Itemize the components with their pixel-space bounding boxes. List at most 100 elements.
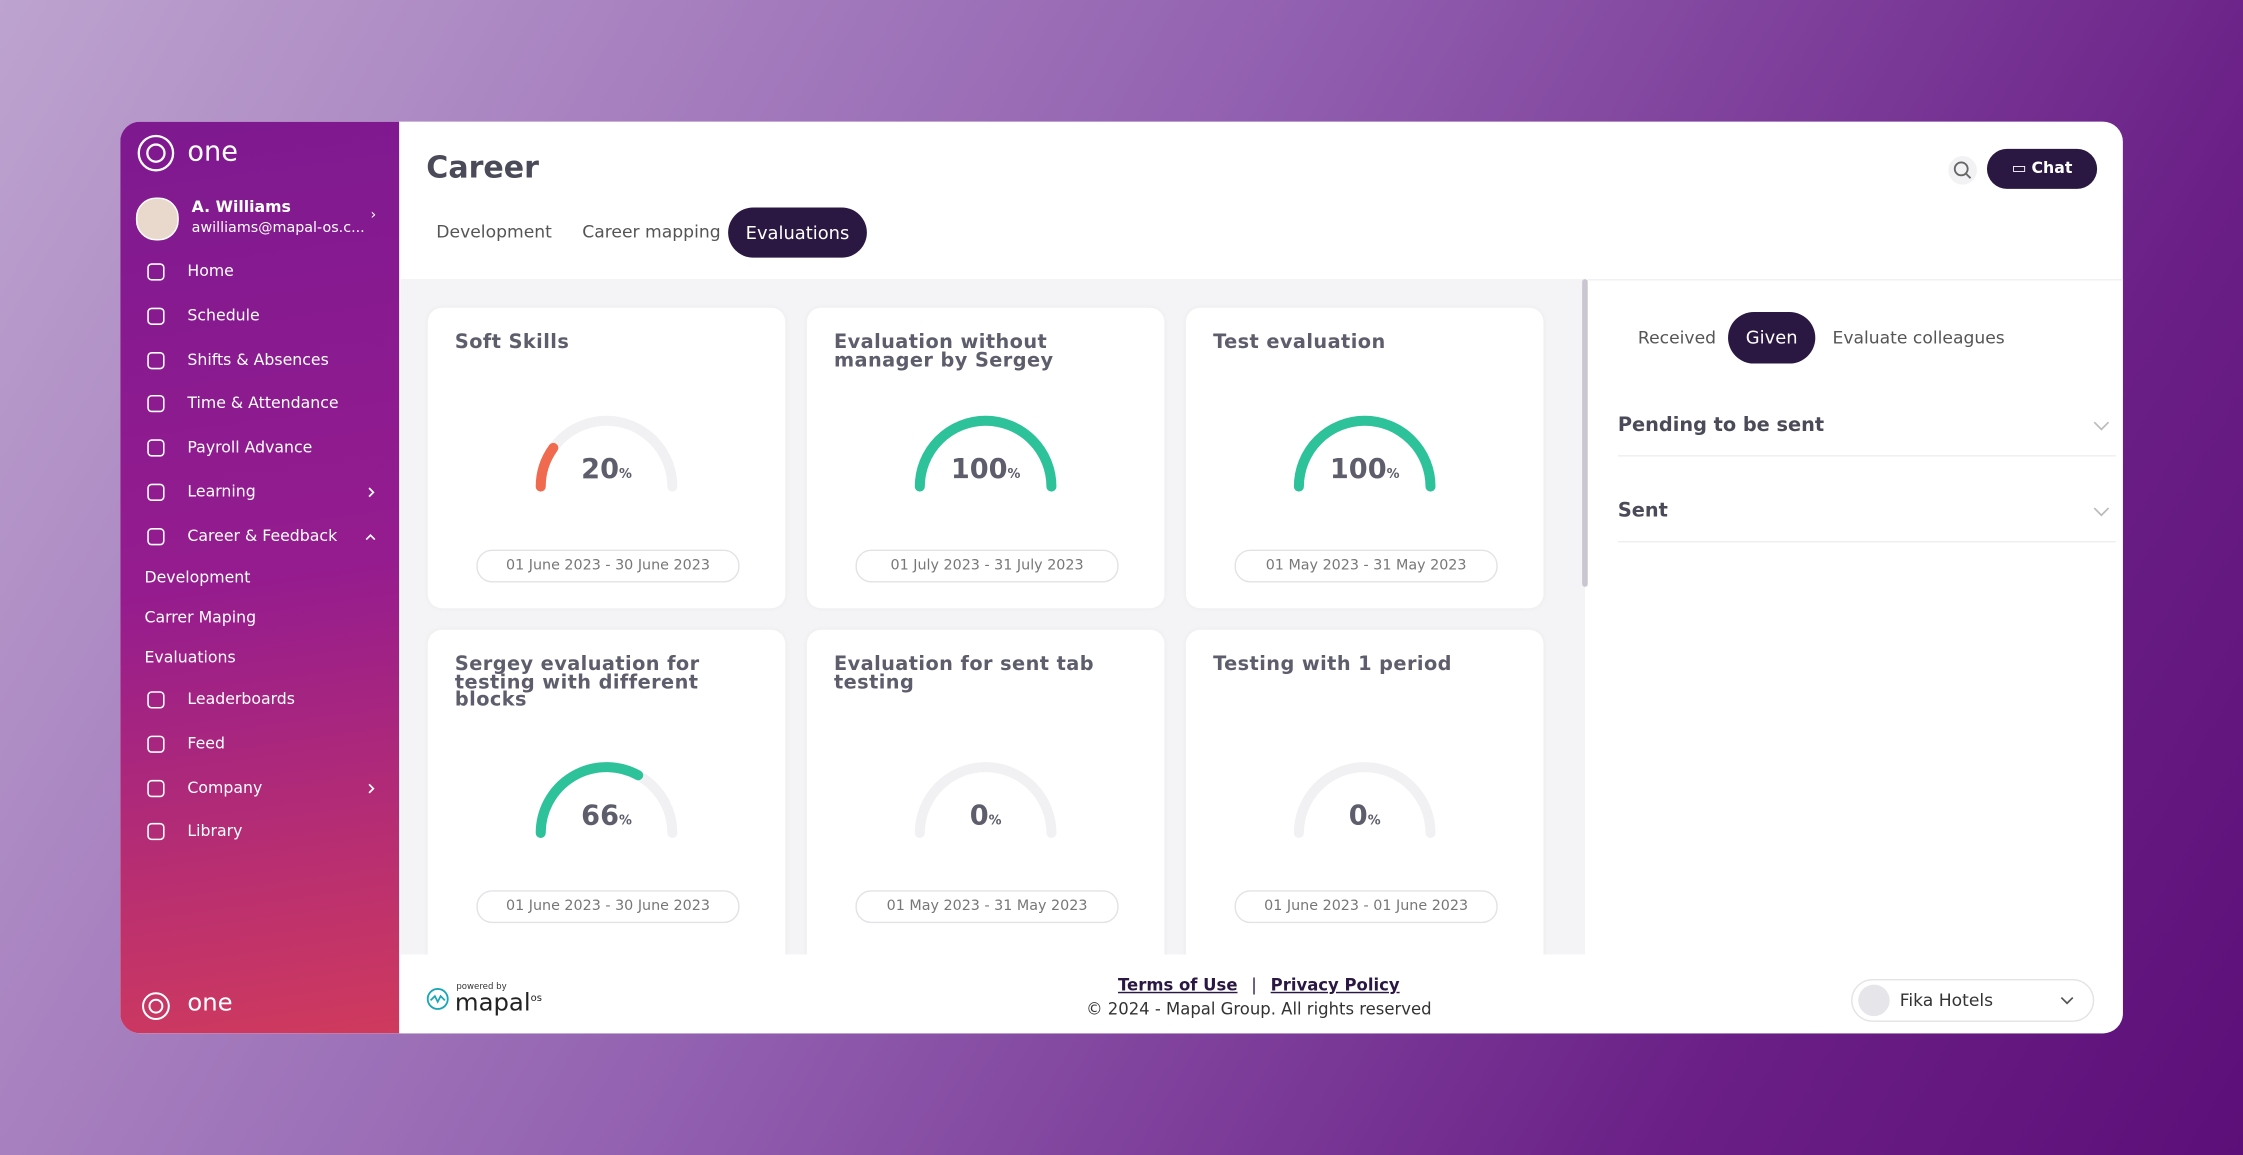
nav-item: Company bbox=[187, 777, 263, 797]
mapal-logo: mapalos bbox=[455, 989, 542, 1018]
tab[interactable]: Evaluations bbox=[728, 207, 867, 258]
chat-button[interactable]: ▭ Chat bbox=[1986, 148, 2098, 189]
chevron-line bbox=[365, 533, 376, 540]
nav-icon-shape bbox=[147, 527, 165, 546]
evaluation-card[interactable]: Testing with 1 period 0% 01 June 2023 - 01… bbox=[1185, 629, 1544, 955]
nav-icon-shape bbox=[147, 263, 165, 281]
gauge-number: 0 bbox=[970, 800, 989, 831]
mapal-os: os bbox=[530, 992, 542, 1004]
evaluation-card[interactable]: Evaluation for sent tab testing 0% 01 May … bbox=[806, 629, 1165, 955]
nav-item: Feed bbox=[187, 733, 225, 753]
gauge: 100% bbox=[1293, 415, 1436, 492]
nav-icon bbox=[147, 823, 165, 841]
gauge-number: 0 bbox=[1349, 800, 1368, 831]
gauge-number: 100 bbox=[1330, 454, 1387, 485]
nav-icon bbox=[147, 779, 165, 797]
gauge-number: 66 bbox=[581, 800, 619, 831]
nav-icon bbox=[147, 527, 165, 546]
chevron bbox=[2093, 421, 2110, 431]
gauge: 66% bbox=[535, 762, 678, 838]
gauge-value: 100% bbox=[1330, 454, 1400, 485]
chevron-line bbox=[2093, 421, 2110, 431]
app-window: one A. Williams awilliams@mapal-os.c... … bbox=[120, 121, 2123, 1034]
period-pill: 01 July 2023 - 31 July 2023 bbox=[855, 549, 1119, 583]
evaluation-card[interactable]: Test evaluation 100% 01 May 2023 - 31 May … bbox=[1185, 307, 1544, 609]
company-selector[interactable]: Fika Hotels bbox=[1851, 978, 2095, 1022]
nav-icon bbox=[147, 351, 165, 369]
separator: | bbox=[1251, 974, 1257, 995]
nav-item: Home bbox=[187, 261, 234, 281]
gauge-unit: % bbox=[1008, 467, 1021, 482]
nav-icon-shape bbox=[147, 691, 165, 709]
chevron bbox=[2093, 507, 2110, 517]
nav-icon bbox=[147, 263, 165, 281]
brand: one bbox=[187, 988, 233, 1018]
mapal: mapal bbox=[454, 988, 531, 1018]
sidebar: one A. Williams awilliams@mapal-os.c... … bbox=[120, 121, 400, 1034]
card-title: Soft Skills bbox=[454, 330, 570, 354]
gauge-unit: % bbox=[619, 467, 632, 482]
nav-icon-shape bbox=[147, 395, 165, 413]
period-pill: 01 June 2023 - 30 June 2023 bbox=[476, 549, 740, 583]
nav-item: Career & Feedback bbox=[187, 526, 338, 545]
nav-icon bbox=[147, 439, 165, 457]
user-name: A. Williams bbox=[191, 197, 291, 217]
gauge-value: 100% bbox=[951, 454, 1021, 485]
tab[interactable]: Development bbox=[436, 221, 552, 242]
card-title: Testing with 1 period bbox=[1213, 652, 1452, 676]
gauge-unit: % bbox=[1368, 813, 1381, 828]
gauge: 20% bbox=[535, 415, 678, 492]
card-title: Evaluation for sent tab testing bbox=[833, 652, 1094, 694]
terms-link[interactable]: Terms of Use bbox=[1118, 974, 1238, 995]
gauge-track bbox=[1293, 762, 1436, 838]
privacy-link[interactable]: Privacy Policy bbox=[1270, 974, 1400, 995]
section-header[interactable]: Pending to be sent bbox=[1617, 413, 1825, 437]
divider bbox=[1617, 540, 2116, 543]
gauge-unit: % bbox=[989, 813, 1002, 828]
evaluation-card[interactable]: Evaluation without manager by Sergey 100%… bbox=[806, 307, 1165, 609]
gauge-number: 100 bbox=[951, 454, 1008, 485]
nav-icon bbox=[147, 735, 165, 753]
nav-icon-shape bbox=[147, 351, 165, 369]
search-button[interactable] bbox=[1947, 155, 1978, 186]
chevron bbox=[365, 533, 376, 540]
cards-area: Soft Skills 20% 01 June 2023 - 30 June 202… bbox=[400, 279, 1585, 955]
panel-tab[interactable]: Received bbox=[1637, 327, 1717, 348]
nav-icon-shape bbox=[147, 439, 165, 457]
gauge-unit: % bbox=[1387, 467, 1400, 482]
chevron bbox=[2060, 996, 2074, 1005]
gauge-track bbox=[914, 762, 1057, 838]
gauge-arc bbox=[535, 442, 559, 492]
nav-icon bbox=[147, 307, 165, 325]
nav-icon-shape bbox=[147, 735, 165, 753]
nav-item: Leaderboards bbox=[187, 689, 295, 709]
section-header[interactable]: Sent bbox=[1617, 499, 1668, 523]
logo-icon bbox=[142, 992, 170, 1021]
gauge: 100% bbox=[914, 415, 1057, 492]
tab[interactable]: Career mapping bbox=[582, 221, 721, 242]
nav-subitem: Carrer Maping bbox=[144, 608, 257, 627]
company-name: Fika Hotels bbox=[1899, 990, 1994, 1011]
panel-tab[interactable]: Evaluate colleagues bbox=[1832, 327, 2005, 348]
nav-icon bbox=[147, 483, 165, 501]
nav-icon bbox=[147, 395, 165, 413]
copyright: © 2024 - Mapal Group. All rights reserve… bbox=[1086, 998, 1432, 1020]
divider bbox=[1617, 455, 2116, 457]
panel-tab[interactable]: Given bbox=[1728, 312, 1816, 364]
evaluation-card[interactable]: Soft Skills 20% 01 June 2023 - 30 June 202… bbox=[427, 307, 786, 609]
gauge: 0% bbox=[1293, 762, 1436, 838]
nav-item: Payroll Advance bbox=[187, 438, 313, 457]
nav-item: Shifts & Absences bbox=[187, 350, 329, 369]
company-icon bbox=[1858, 984, 1890, 1017]
avatar bbox=[135, 197, 179, 241]
nav-item: Learning bbox=[187, 482, 256, 501]
footer: powered by mapalos Terms of Use | Privac… bbox=[400, 954, 2123, 1034]
nav-icon-shape bbox=[147, 779, 165, 797]
nav-icon-shape bbox=[147, 483, 165, 501]
period-pill: 01 June 2023 - 30 June 2023 bbox=[476, 890, 740, 924]
evaluation-card[interactable]: Sergey evaluation for testing with diffe… bbox=[427, 629, 786, 955]
gauge-arc bbox=[1293, 415, 1436, 492]
scrollbar bbox=[1582, 279, 1588, 587]
nav-item: Schedule bbox=[187, 305, 260, 325]
